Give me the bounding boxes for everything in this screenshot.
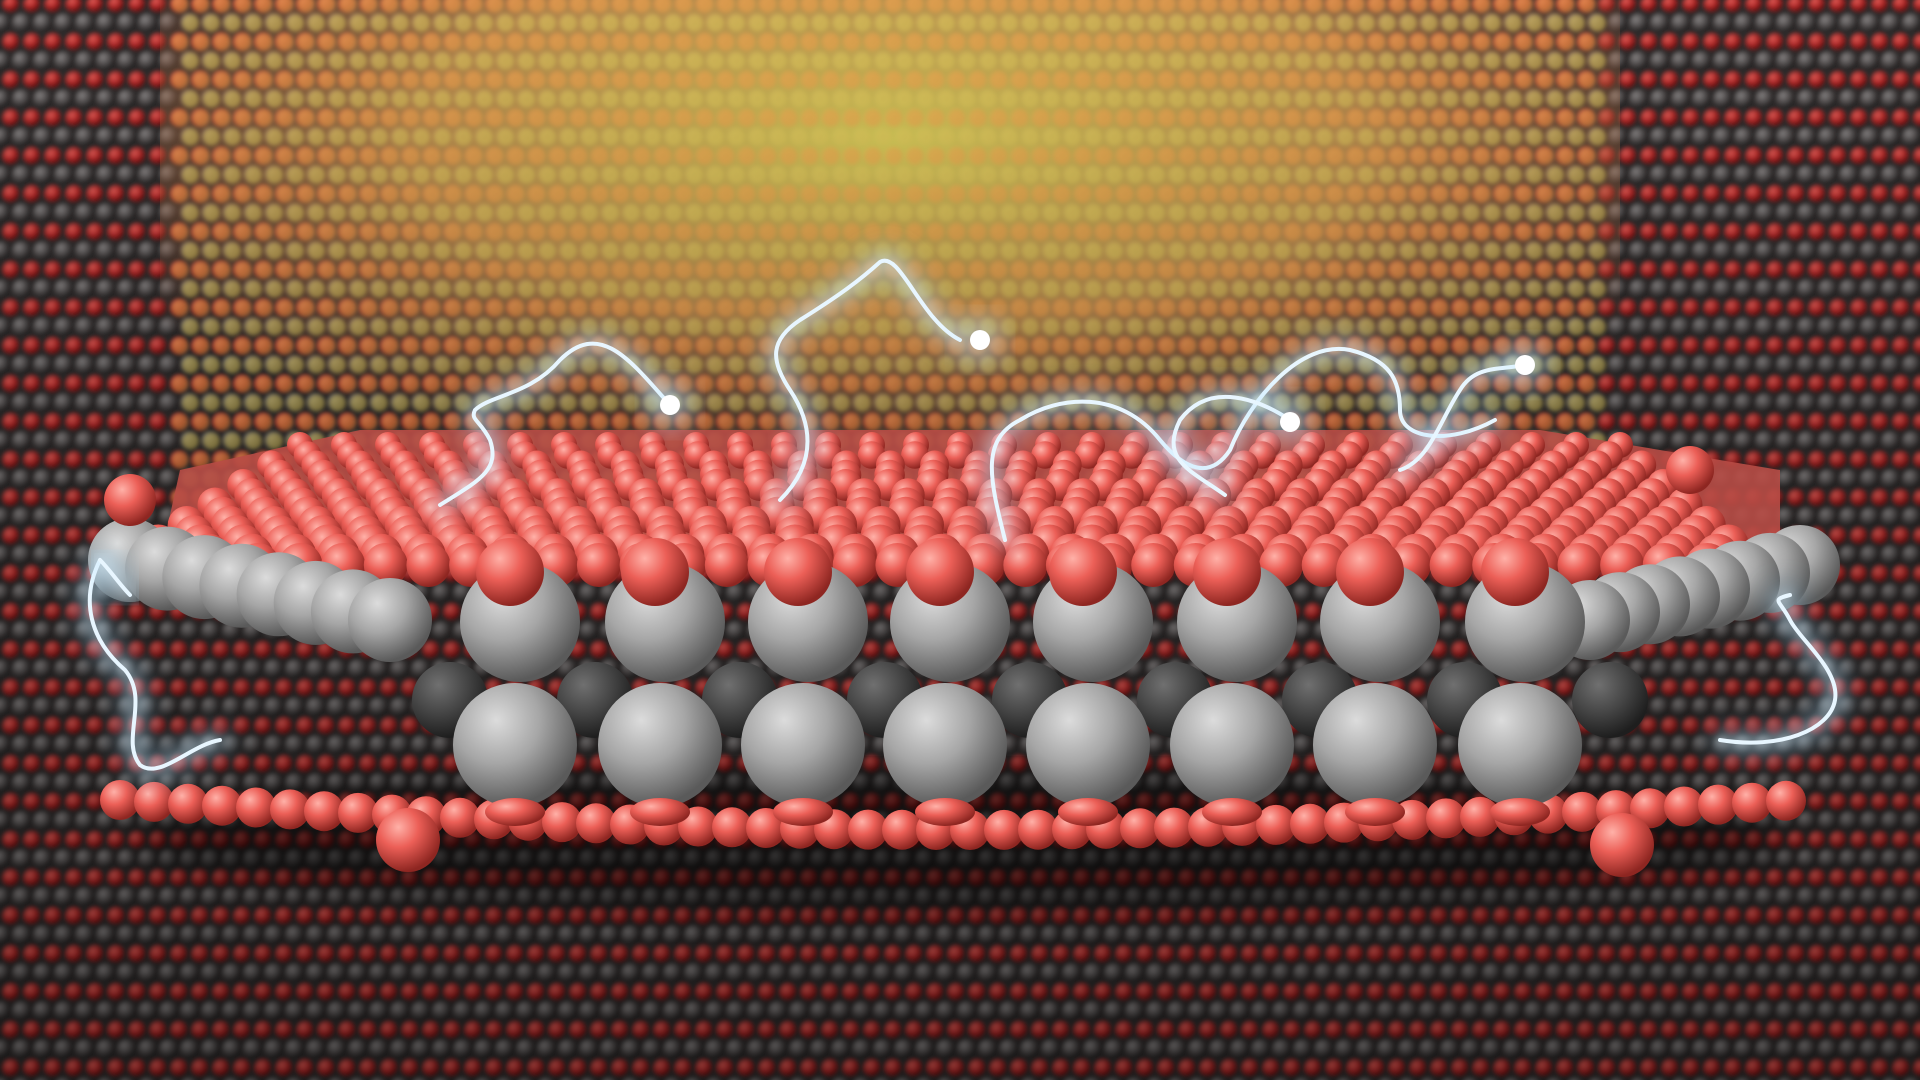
oxide-slab <box>88 430 1840 877</box>
trail-5 <box>1398 363 1527 472</box>
electron-3 <box>1280 412 1300 432</box>
trail-2 <box>774 258 962 502</box>
trail-4 <box>1171 394 1292 497</box>
trail-8 <box>98 558 132 597</box>
electron-2 <box>970 330 990 350</box>
trail-6 <box>87 558 222 771</box>
trail-1 <box>438 341 672 507</box>
electron-trails <box>81 252 1844 777</box>
trail-7 <box>1718 593 1838 745</box>
electron-1 <box>660 395 680 415</box>
trail-3 <box>989 346 1497 542</box>
electron-4 <box>1515 355 1535 375</box>
